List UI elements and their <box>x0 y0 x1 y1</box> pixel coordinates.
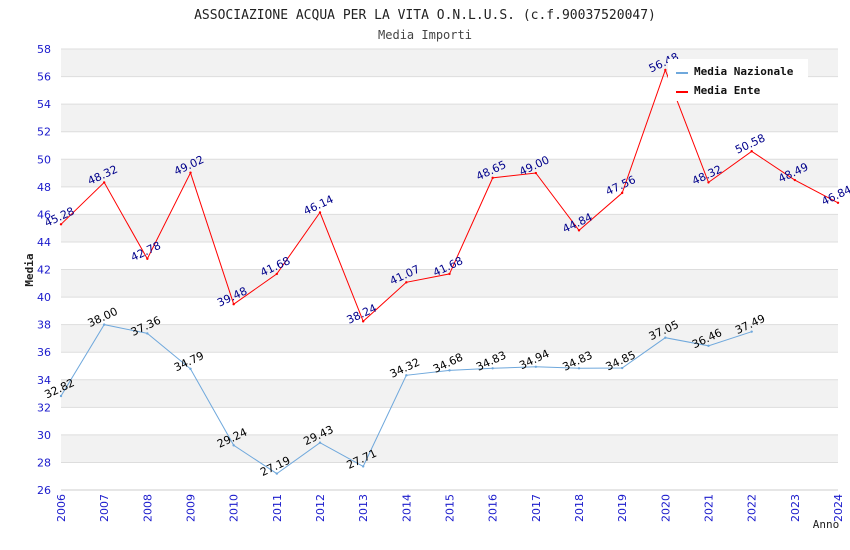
y-tick-label: 38 <box>37 319 51 332</box>
legend-label-media-ente: Media Ente <box>694 84 761 97</box>
data-point <box>361 465 365 468</box>
data-point <box>707 344 710 348</box>
chart-title: ASSOCIAZIONE ACQUA PER LA VITA O.N.L.U.S… <box>194 8 656 23</box>
grid-band <box>61 297 838 325</box>
y-tick-label: 42 <box>37 264 51 277</box>
data-point <box>448 369 451 372</box>
data-point <box>59 394 63 398</box>
data-point <box>836 201 840 204</box>
y-tick-label: 44 <box>37 236 51 249</box>
grid-band <box>61 241 838 270</box>
grid-band <box>61 324 838 353</box>
x-tick-label: 2019 <box>616 494 629 522</box>
data-point <box>491 367 494 370</box>
data-point <box>275 472 279 475</box>
grid-band <box>61 434 838 463</box>
y-tick-label: 32 <box>37 401 51 414</box>
x-tick-label: 2006 <box>55 494 68 522</box>
data-point <box>577 229 581 232</box>
data-point <box>146 332 149 335</box>
y-tick-label: 30 <box>37 429 51 442</box>
data-point <box>102 323 106 326</box>
data-point <box>491 176 494 180</box>
data-point <box>361 320 365 323</box>
y-tick-label: 28 <box>37 456 51 469</box>
data-point <box>318 441 322 444</box>
data-point <box>59 223 63 226</box>
data-point <box>405 281 408 284</box>
y-tick-label: 50 <box>37 153 51 166</box>
legend-label-media-nazionale: Media Nazionale <box>694 65 794 78</box>
x-tick-label: 2017 <box>530 494 543 522</box>
data-point <box>102 181 106 184</box>
data-point <box>318 211 322 214</box>
grid-band <box>61 186 838 215</box>
data-point <box>750 330 753 333</box>
x-tick-label: 2024 <box>832 494 845 522</box>
x-tick-label: 2022 <box>746 494 759 522</box>
grid-band <box>61 131 838 160</box>
data-point <box>664 336 667 339</box>
y-tick-label: 56 <box>37 71 51 84</box>
x-axis-label: Anno <box>813 518 840 531</box>
y-tick-label: 54 <box>37 98 51 111</box>
x-tick-label: 2007 <box>98 494 111 522</box>
data-point <box>232 303 235 306</box>
y-tick-label: 52 <box>37 126 51 139</box>
grid-band <box>61 104 838 132</box>
x-tick-label: 2009 <box>185 494 198 522</box>
grid-band <box>61 462 838 490</box>
y-axis-label: Media <box>23 253 36 286</box>
y-tick-label: 48 <box>37 181 51 194</box>
data-point <box>534 365 538 368</box>
x-tick-label: 2012 <box>314 494 327 522</box>
y-tick-label: 36 <box>37 346 51 359</box>
x-tick-label: 2010 <box>228 494 241 522</box>
x-tick-label: 2016 <box>487 494 500 522</box>
grid-band <box>61 379 838 408</box>
data-point <box>577 367 581 370</box>
x-tick-label: 2018 <box>573 494 586 522</box>
data-point <box>534 171 538 175</box>
data-point <box>189 171 192 174</box>
data-point <box>664 68 667 72</box>
grid-band <box>61 352 838 380</box>
x-tick-label: 2021 <box>703 494 716 522</box>
grid-band <box>61 214 838 242</box>
grid-band <box>61 407 838 435</box>
x-tick-label: 2011 <box>271 494 284 522</box>
data-point <box>448 272 451 276</box>
x-tick-label: 2008 <box>141 494 154 522</box>
legend: Media Nazionale Media Ente <box>668 59 808 101</box>
x-tick-label: 2020 <box>659 494 672 522</box>
y-tick-label: 26 <box>37 484 51 497</box>
x-tick-label: 2015 <box>444 494 457 522</box>
data-point <box>232 444 235 447</box>
data-point <box>620 191 624 195</box>
data-point <box>189 367 192 371</box>
data-point <box>707 181 710 184</box>
chart-subtitle: Media Importi <box>378 28 472 42</box>
legend-box <box>668 59 808 101</box>
x-tick-label: 2014 <box>400 494 413 522</box>
data-point <box>750 150 753 153</box>
y-axis-ticks: 26 28 30 32 34 36 38 40 42 44 46 48 50 52 54 56 58 <box>37 43 51 497</box>
series-lines <box>59 68 840 475</box>
x-tick-label: 2013 <box>357 494 370 522</box>
data-point <box>146 257 149 260</box>
y-tick-label: 58 <box>37 43 51 56</box>
y-tick-label: 40 <box>37 291 51 304</box>
data-point <box>405 374 408 377</box>
y-tick-label: 34 <box>37 374 51 387</box>
y-tick-label: 46 <box>37 208 51 221</box>
plot-background <box>61 48 838 491</box>
data-point <box>793 178 797 182</box>
data-point <box>275 272 279 276</box>
data-point <box>620 366 624 370</box>
x-tick-label: 2023 <box>789 494 802 522</box>
x-axis-ticks: 2006 2007 2008 2009 2010 2011 2012 2013 2014 2015… <box>55 494 845 522</box>
